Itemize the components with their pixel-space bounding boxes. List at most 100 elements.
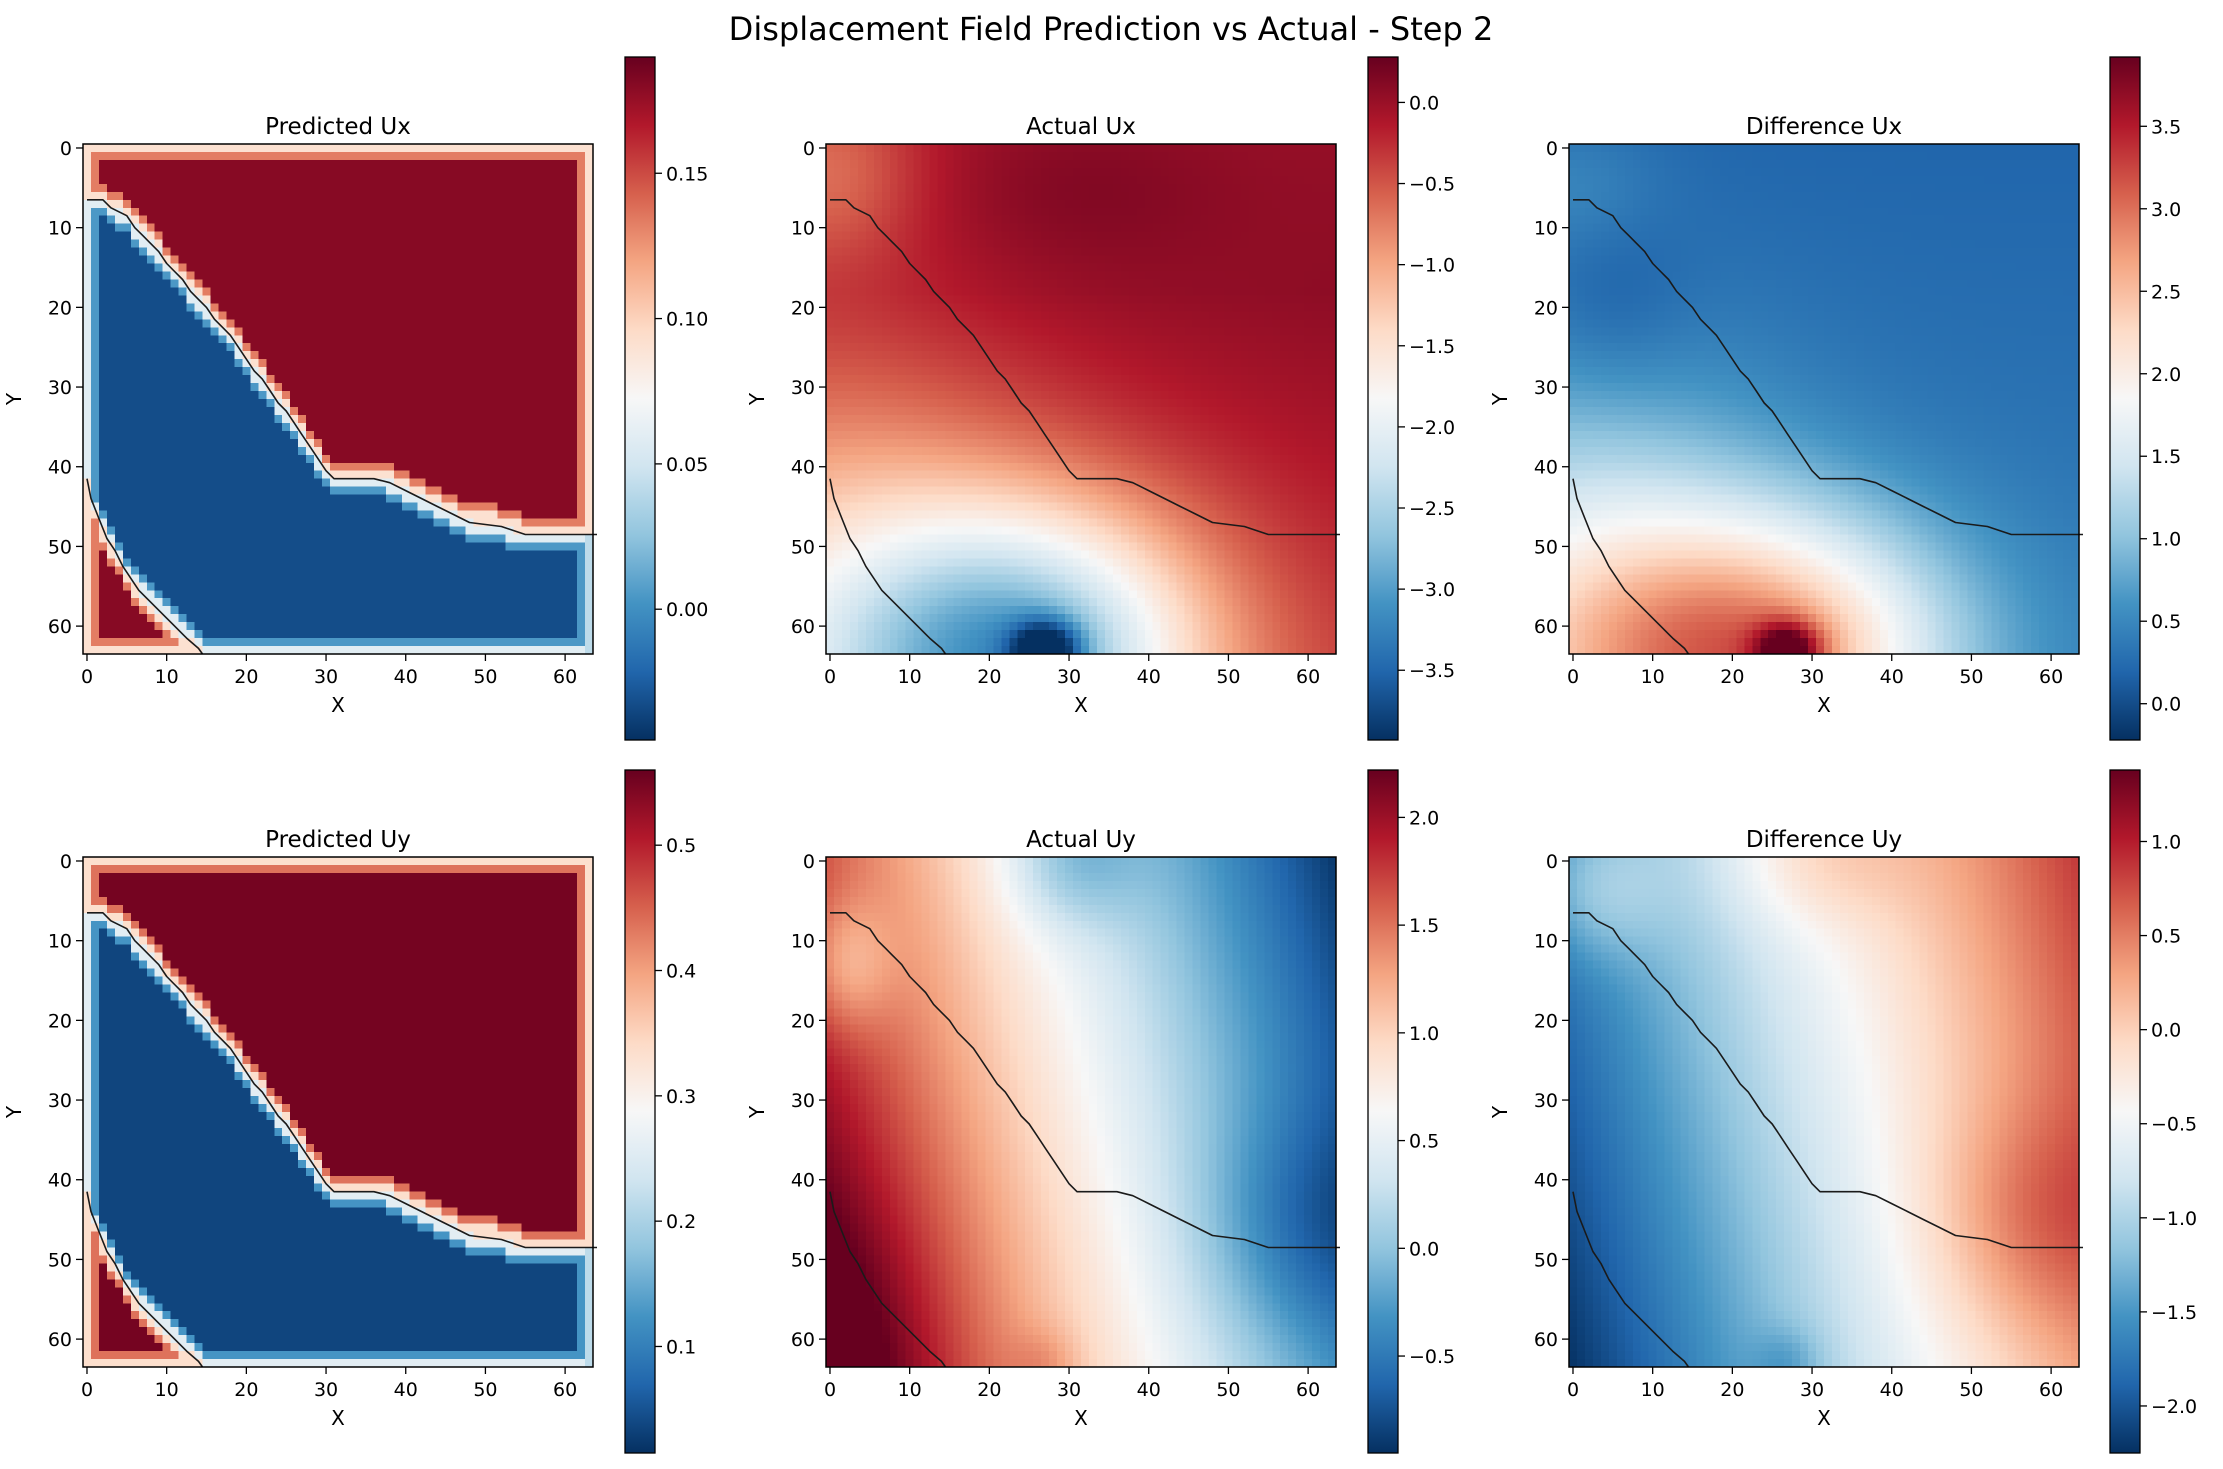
y-tick-label: 60 (1534, 616, 1558, 638)
y-tick-label: 10 (791, 931, 815, 953)
colorbar-tick-label: −3.0 (1409, 579, 1455, 601)
colorbar-tick-label: −0.5 (2151, 1114, 2197, 1136)
x-tick-label: 20 (977, 1379, 1001, 1401)
subplot-title: Predicted Ux (265, 114, 411, 140)
x-tick-label: 30 (314, 666, 338, 688)
x-tick-label: 60 (553, 666, 577, 688)
x-tick-label: 30 (1800, 666, 1824, 688)
colorbar-tick-label: 0.1 (666, 1336, 696, 1358)
boundary-contour-2 (829, 478, 947, 655)
colorbar-tick-label: 0.3 (666, 1086, 696, 1108)
y-tick-label: 10 (48, 931, 72, 953)
axes-frame (825, 856, 1337, 1368)
y-tick-label: 30 (1534, 377, 1558, 399)
colorbar-tick-label: −1.0 (2151, 1208, 2197, 1230)
colorbar: 0.00 0.05 0.10 0.15 (624, 56, 708, 741)
y-tick-label: 30 (48, 1090, 72, 1112)
colorbar-tick-label: −1.5 (2151, 1302, 2197, 1324)
colorbar-tick-label: 0.0 (2151, 1020, 2181, 1042)
colorbar-tick-label: 0.15 (666, 163, 708, 185)
x-tick-label: 20 (234, 666, 258, 688)
x-axis-label: X (1817, 1406, 1831, 1430)
subplot-title: Actual Uy (1026, 827, 1136, 853)
x-tick-label: 10 (155, 666, 179, 688)
y-tick-label: 0 (1546, 138, 1558, 160)
colorbar-frame (624, 56, 656, 741)
boundary-contour-2 (86, 478, 204, 655)
y-tick-label: 60 (48, 1329, 72, 1351)
colorbar-tick-label: 0.05 (666, 454, 708, 476)
x-tick-label: 50 (1959, 1379, 1983, 1401)
y-axis-label: Y (1488, 392, 1512, 406)
y-tick-label: 50 (48, 536, 72, 558)
x-tick-label: 10 (1641, 666, 1665, 688)
y-tick-label: 30 (1534, 1090, 1558, 1112)
x-tick-label: 0 (1567, 666, 1579, 688)
colorbar-tick-label: 2.0 (1409, 807, 1439, 829)
y-tick-label: 0 (60, 851, 72, 873)
axes-frame (825, 143, 1337, 655)
colorbar-tick-label: −1.5 (1409, 336, 1455, 358)
y-tick-label: 50 (1534, 536, 1558, 558)
colorbar-tick-label: 1.5 (1409, 915, 1439, 937)
colorbar-tick-label: 1.0 (2151, 529, 2181, 551)
x-tick-label: 20 (1720, 1379, 1744, 1401)
y-axis-label: Y (745, 392, 769, 406)
x-tick-label: 40 (394, 1379, 418, 1401)
colorbar-gradient (2110, 770, 2140, 1453)
subplot-5: Actual Uy 0 10 20 30 40 50 60 0 10 20 30 40 50 60 X Y −0.… (745, 769, 1455, 1454)
y-tick-label: 60 (48, 616, 72, 638)
colorbar-tick-label: −2.0 (1409, 417, 1455, 439)
colorbar-tick-label: −0.5 (1409, 174, 1455, 196)
colorbar: 0.1 0.2 0.3 0.4 0.5 (624, 769, 696, 1454)
x-tick-label: 40 (1880, 1379, 1904, 1401)
colorbar-tick-label: 0.2 (666, 1211, 696, 1233)
colorbar-gradient (625, 770, 655, 1453)
colorbar-tick-label: 0.5 (2151, 611, 2181, 633)
colorbar-frame (1367, 56, 1399, 741)
colorbar-gradient (625, 57, 655, 740)
y-tick-label: 40 (1534, 1170, 1558, 1192)
x-tick-label: 50 (1216, 1379, 1240, 1401)
y-tick-label: 20 (791, 297, 815, 319)
x-tick-label: 60 (2039, 1379, 2063, 1401)
subplot-title: Difference Ux (1746, 114, 1902, 140)
x-tick-label: 0 (824, 666, 836, 688)
x-tick-label: 50 (473, 1379, 497, 1401)
colorbar: −2.0 −1.5 −1.0 −0.5 0.0 0.5 1.0 (2109, 769, 2197, 1454)
colorbar: 0.0 0.5 1.0 1.5 2.0 2.5 3.0 3.5 (2109, 56, 2181, 741)
x-tick-label: 60 (2039, 666, 2063, 688)
colorbar-tick-label: 0.00 (666, 599, 708, 621)
x-tick-label: 50 (1959, 666, 1983, 688)
y-tick-label: 60 (1534, 1329, 1558, 1351)
y-axis-label: Y (2, 1105, 26, 1119)
x-tick-label: 30 (1800, 1379, 1824, 1401)
y-tick-label: 20 (48, 297, 72, 319)
boundary-contour-2 (86, 1191, 204, 1368)
x-tick-label: 0 (81, 666, 93, 688)
y-tick-label: 60 (791, 616, 815, 638)
y-tick-label: 20 (791, 1010, 815, 1032)
colorbar-tick-label: 0.0 (2151, 694, 2181, 716)
y-tick-label: 20 (1534, 1010, 1558, 1032)
colorbar: −0.5 0.0 0.5 1.0 1.5 2.0 (1367, 769, 1455, 1454)
x-axis-label: X (1074, 693, 1088, 717)
axes-frame (1568, 856, 2080, 1368)
heatmap-image (826, 857, 1336, 1367)
heatmap-image (83, 144, 593, 654)
x-tick-label: 50 (1216, 666, 1240, 688)
colorbar-tick-label: 0.5 (1409, 1131, 1439, 1153)
x-tick-label: 20 (234, 1379, 258, 1401)
boundary-contour-1 (87, 199, 597, 536)
heatmap-image (1569, 857, 2079, 1367)
y-tick-label: 10 (791, 218, 815, 240)
subplot-4: Predicted Uy 0 10 20 30 40 50 60 0 10 20 30 40 50 60 X Y… (2, 769, 696, 1454)
colorbar-tick-label: 0.0 (1409, 92, 1439, 114)
heatmap-image (83, 857, 593, 1367)
y-tick-label: 50 (48, 1249, 72, 1271)
colorbar-tick-label: 1.0 (1409, 1023, 1439, 1045)
boundary-contour-1 (87, 912, 597, 1249)
y-tick-label: 10 (48, 218, 72, 240)
x-tick-label: 10 (898, 1379, 922, 1401)
boundary-contour-1 (830, 912, 1340, 1249)
